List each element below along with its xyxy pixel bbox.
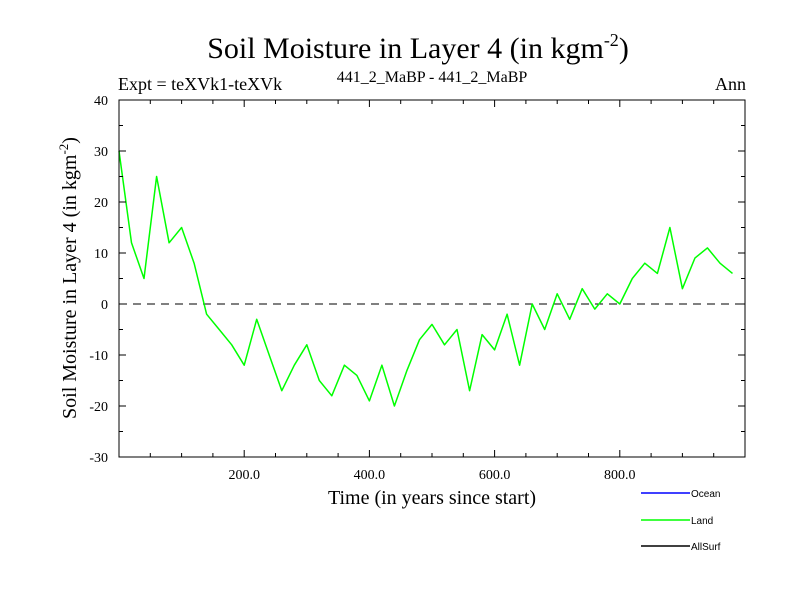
x-tick-label: 200.0 [228, 468, 260, 483]
y-tick-label: 20 [94, 196, 108, 211]
subtitle-right: Ann [715, 74, 746, 94]
x-tick-label: 400.0 [354, 468, 386, 483]
chart-title: Soil Moisture in Layer 4 (in kgm-2) [207, 30, 629, 65]
legend-label-ocean: Ocean [691, 489, 720, 500]
y-tick-label: 40 [94, 94, 108, 109]
subtitle-center: 441_2_MaBP - 441_2_MaBP [337, 69, 528, 86]
y-tick-label: 30 [94, 145, 108, 160]
chart-title-sup: -2 [604, 30, 619, 50]
x-tick-label: 600.0 [479, 468, 511, 483]
y-axis-label-close: ) [59, 137, 81, 144]
y-axis-label-main: Soil Moisture in Layer 4 (in kgm [59, 154, 81, 419]
y-tick-label: -10 [89, 349, 108, 364]
legend-label-land: Land [691, 516, 713, 527]
chart-title-main: Soil Moisture in Layer 4 (in kgm [207, 32, 604, 65]
legend: Ocean Land AllSurf [641, 489, 721, 553]
chart-title-close: ) [619, 32, 629, 65]
x-axis-label: Time (in years since start) [328, 487, 536, 509]
y-tick-label: 0 [101, 298, 108, 313]
y-tick-label: -30 [89, 451, 108, 466]
x-tick-label: 800.0 [604, 468, 636, 483]
plot-frame [118, 99, 746, 458]
subtitle-left: Expt = teXVk1-teXVk [118, 74, 282, 94]
legend-label-allsurf: AllSurf [691, 542, 721, 553]
series-line-land [118, 150, 733, 407]
y-axis-label-sup: -2 [56, 144, 71, 155]
y-tick-label: -20 [89, 400, 108, 415]
y-axis-label: Soil Moisture in Layer 4 (in kgm-2) [56, 137, 81, 419]
y-tick-label: 10 [94, 247, 108, 262]
